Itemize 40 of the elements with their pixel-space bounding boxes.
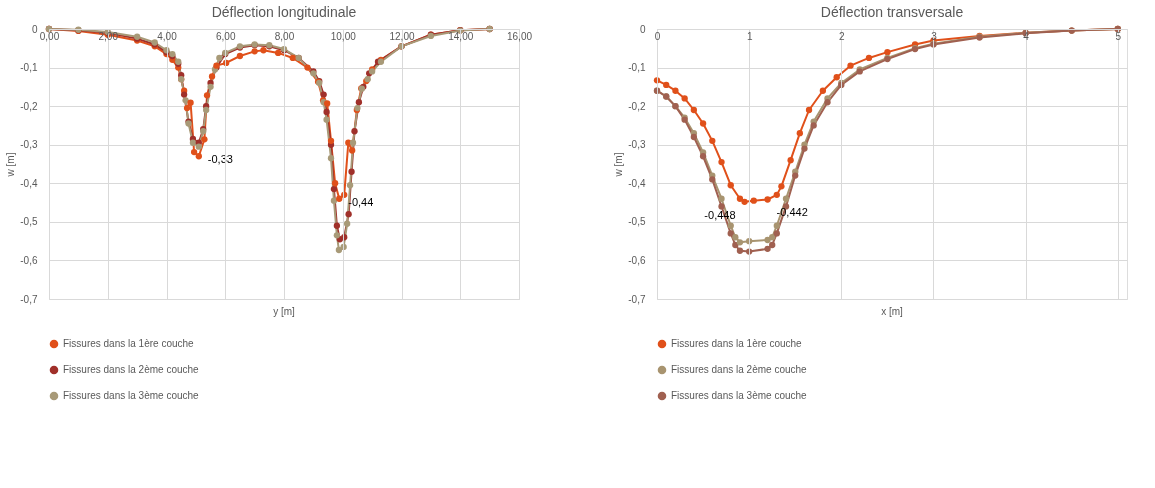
legend-label: Fissures dans la 1ère couche bbox=[63, 338, 195, 349]
x-tick-label: 2 bbox=[839, 30, 846, 42]
x-tick-label: 14,00 bbox=[448, 30, 474, 42]
y-tick-label: -0,6 bbox=[628, 254, 646, 266]
y-tick-label: -0,5 bbox=[628, 216, 646, 228]
y-tick-label: -0,2 bbox=[628, 100, 646, 112]
legend-label: Fissures dans la 2ème couche bbox=[63, 364, 200, 375]
y-tick-label: -0,5 bbox=[20, 216, 38, 228]
x-tick-label: 0 bbox=[654, 30, 661, 42]
y-tick-label: -0,1 bbox=[20, 62, 38, 74]
x-tick-label: 16,00 bbox=[506, 30, 533, 42]
y-tick-label: -0,1 bbox=[628, 62, 646, 74]
y-axis-title: w [m] bbox=[613, 152, 625, 178]
y-tick-label: -0,4 bbox=[20, 177, 38, 189]
x-tick-label: 6,00 bbox=[216, 30, 236, 42]
y-axis-title: w [m] bbox=[5, 152, 17, 178]
x-tick-label: 10,00 bbox=[330, 30, 357, 42]
y-tick-label: -0,7 bbox=[20, 293, 38, 305]
chart-title: Déflection longitudinale bbox=[211, 4, 357, 20]
legend-label: Fissures dans la 3ème couche bbox=[63, 390, 200, 401]
x-axis-title: y [m] bbox=[273, 306, 296, 317]
x-tick-label: 1 bbox=[746, 30, 753, 42]
y-tick-label: -0,7 bbox=[628, 293, 646, 305]
annotation: -0,44 bbox=[348, 195, 374, 208]
x-tick-label: 8,00 bbox=[274, 30, 295, 42]
x-tick-label: 0,00 bbox=[39, 30, 60, 42]
chart-title: Déflection transversale bbox=[820, 4, 964, 20]
x-axis-title: x [m] bbox=[881, 306, 904, 317]
x-tick-label: 12,00 bbox=[389, 30, 415, 42]
x-tick-label: 4,00 bbox=[157, 30, 178, 42]
x-tick-label: 5 bbox=[1115, 30, 1122, 42]
y-tick-label: -0,4 bbox=[628, 177, 646, 189]
legend-label: Fissures dans la 3ème couche bbox=[671, 390, 808, 401]
y-tick-label: -0,3 bbox=[20, 139, 38, 151]
y-tick-label: -0,2 bbox=[20, 100, 38, 112]
x-tick-label: 2,00 bbox=[98, 30, 119, 42]
y-tick-label: -0,3 bbox=[628, 139, 646, 151]
legend-label: Fissures dans la 1ère couche bbox=[671, 338, 803, 349]
y-tick-label: -0,6 bbox=[20, 254, 38, 266]
legend-label: Fissures dans la 2ème couche bbox=[671, 364, 808, 375]
